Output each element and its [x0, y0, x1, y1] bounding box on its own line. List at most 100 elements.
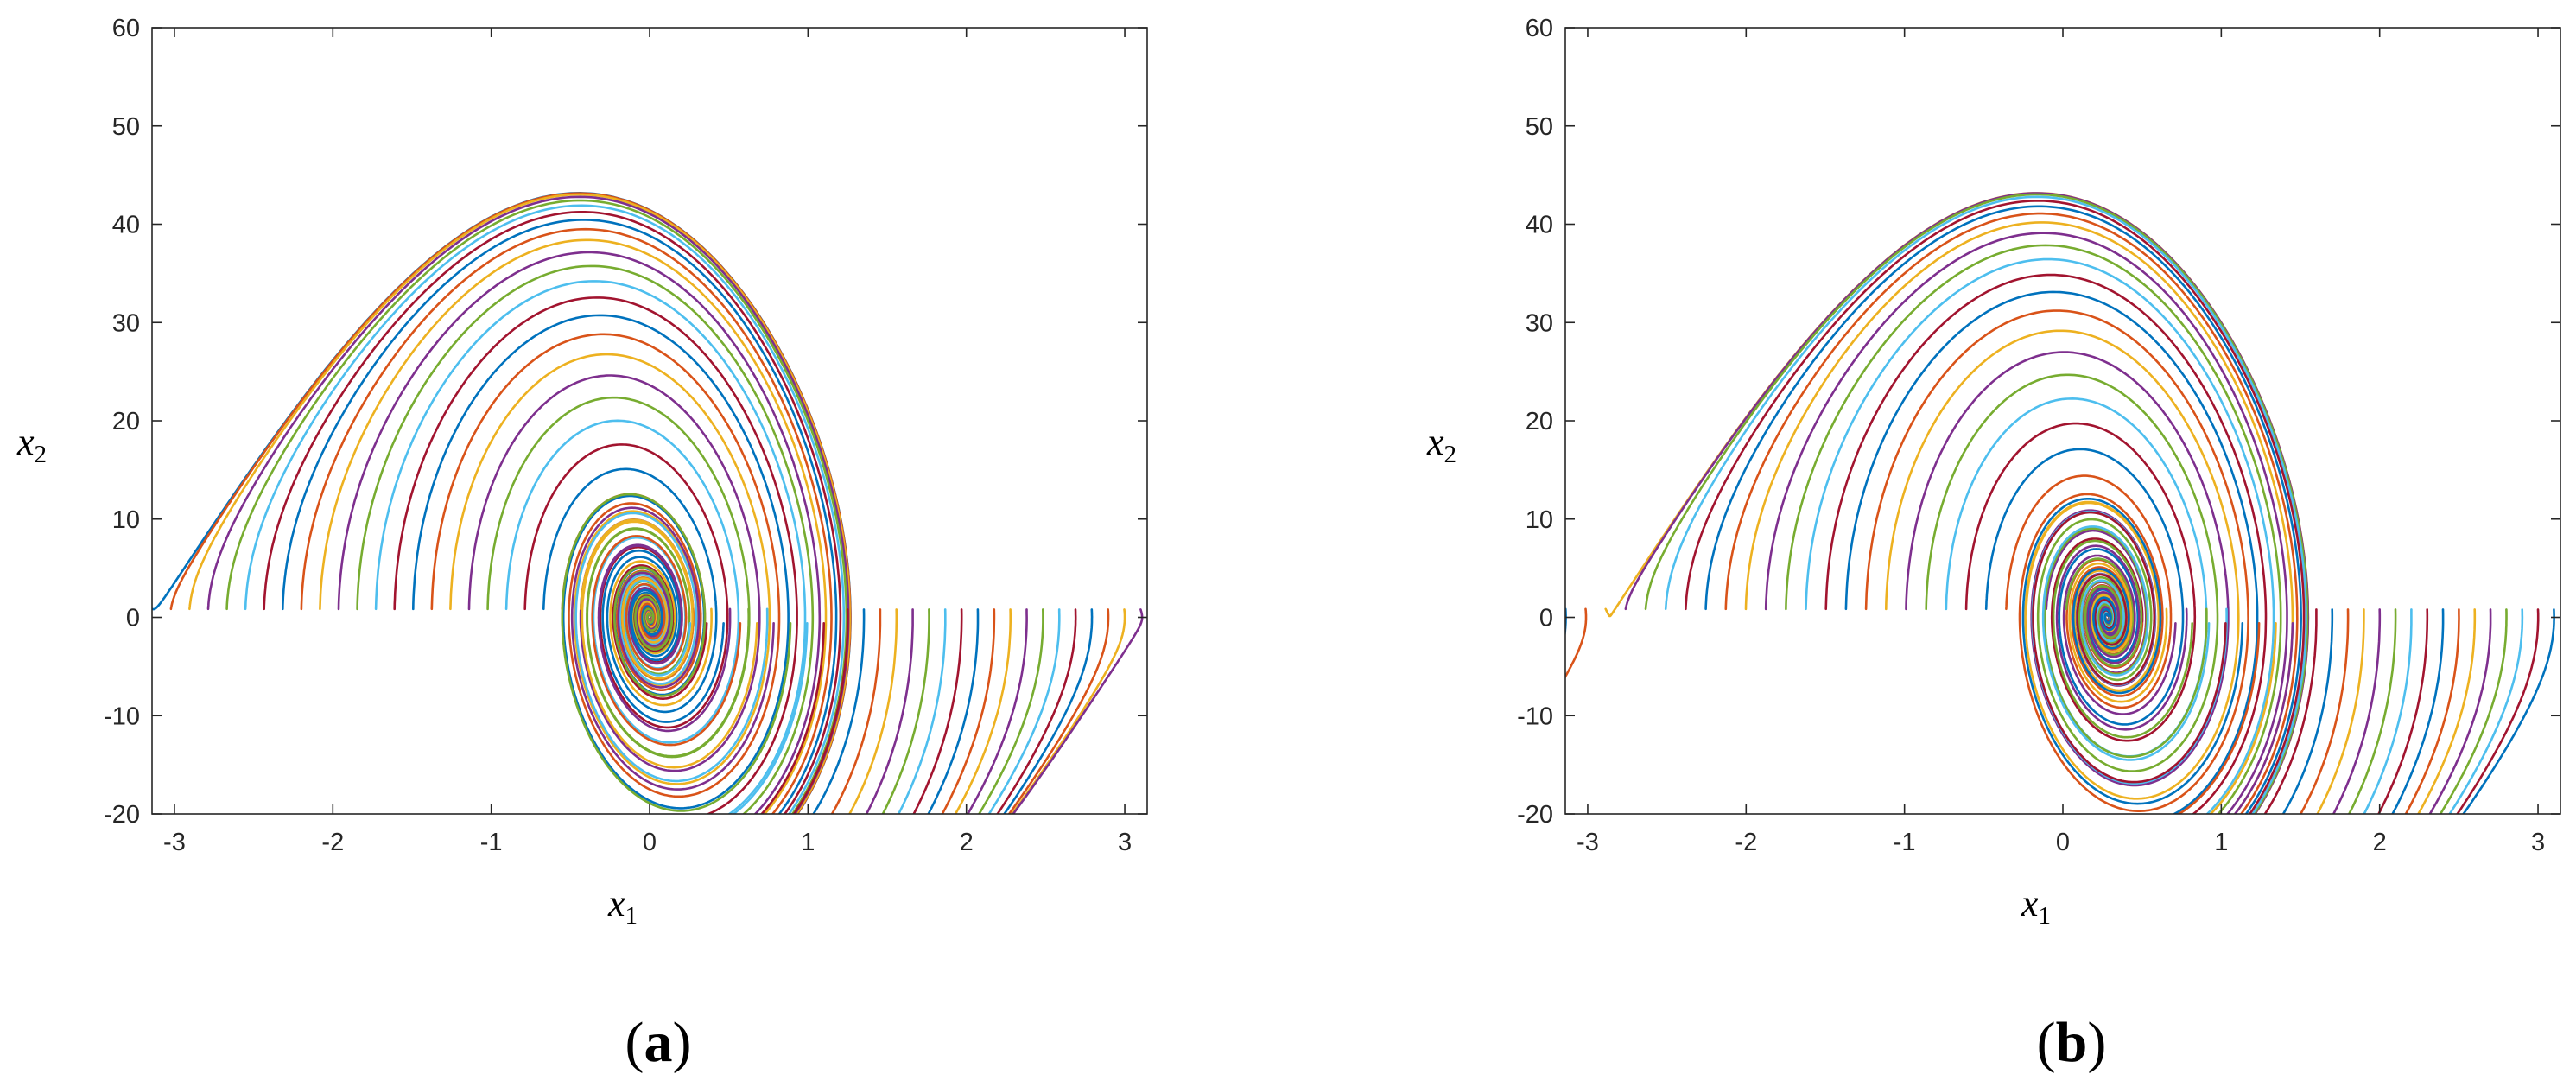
trajectory-right-b-11	[2428, 608, 2492, 814]
trajectory-right-a-13	[987, 608, 1061, 814]
trajectory-lower-b-7	[2177, 622, 2261, 814]
trajectory-b-11	[1785, 244, 2282, 814]
trajectory-b-12	[1805, 257, 2275, 814]
trajectory-a-8	[300, 227, 833, 814]
panel-label-b: (b)	[2037, 1011, 2107, 1074]
trajectory-a-6	[263, 211, 842, 814]
trajectory-right-a-2	[830, 608, 882, 814]
trajectory-right-a-15	[1003, 608, 1094, 814]
panel-label-a: (a)	[625, 1011, 692, 1074]
trajectory-right-a-16	[1007, 608, 1110, 814]
x-tick-label: 0	[2056, 829, 2070, 856]
trajectory-a-9	[319, 238, 828, 814]
trajectory-right-b-3	[2316, 608, 2365, 814]
x-tick-labels-b: -3 -2 -1 0 1 2 3	[1577, 829, 2545, 856]
x-tick-label: 1	[2214, 829, 2228, 856]
trajectory-a-4	[225, 199, 848, 814]
x-axis-label-a: x1	[607, 882, 638, 930]
trajectory-right-a-0	[792, 608, 849, 814]
trajectory-right-b-13	[2448, 608, 2524, 814]
x-tick-label: -1	[480, 829, 503, 856]
trajectory-right-b-14	[2456, 608, 2540, 814]
trajectory-right-b-15	[2462, 608, 2555, 814]
trajectory-layer-a	[152, 192, 1144, 814]
y-tick-label: 10	[112, 506, 140, 534]
trajectory-right-b-10	[2416, 608, 2477, 814]
trajectory-right-a-17	[1010, 608, 1126, 814]
y-tick-label: 60	[112, 15, 140, 42]
trajectory-right-a-12	[977, 608, 1044, 814]
trajectory-b-7	[1704, 205, 2302, 814]
y-tick-labels-a: -20 -10 0 10 20 30 40 50 60	[104, 15, 140, 829]
y-tick-label: 10	[1526, 506, 1553, 534]
y-tick-label: 0	[1539, 605, 1553, 632]
y-tick-label: -20	[104, 801, 140, 829]
trajectory-right-a-6	[897, 608, 947, 814]
trajectory-a-13	[393, 296, 798, 814]
trajectory-layer-b	[1565, 192, 2555, 814]
trajectory-lower-a-7	[561, 493, 792, 812]
trajectory-a-10	[337, 251, 822, 814]
x-tick-label: 2	[960, 829, 974, 856]
trajectory-b-13	[1824, 273, 2268, 814]
x-tick-label: 2	[2373, 829, 2387, 856]
y-tick-label: 60	[1526, 15, 1553, 42]
trajectory-right-a-8	[927, 608, 980, 814]
trajectory-right-b-0	[2263, 608, 2318, 814]
x-tick-label: -2	[321, 829, 344, 856]
trajectory-right-b-6	[2363, 608, 2413, 814]
y-tick-label: 0	[126, 605, 140, 632]
y-tick-label: 20	[112, 408, 140, 435]
x-axis-label-b: x1	[2021, 882, 2051, 930]
x-tick-label: 1	[801, 829, 815, 856]
trajectory-right-a-14	[996, 608, 1077, 814]
trajectory-lower-a-8	[732, 622, 809, 814]
trajectory-lower-a-9	[760, 622, 825, 814]
trajectory-right-b-8	[2391, 608, 2445, 814]
trajectory-lower-b-8	[2209, 622, 2277, 814]
trajectory-a-3	[206, 195, 850, 814]
x-tick-label: -1	[1894, 829, 1916, 856]
trajectory-b-1	[1565, 607, 1588, 679]
trajectory-right-a-3	[847, 608, 898, 814]
trajectory-right-a-5	[881, 608, 930, 814]
trajectory-b-5	[1664, 195, 2307, 814]
trajectory-lower-b-9	[2233, 622, 2294, 814]
trajectory-a-5	[244, 204, 846, 814]
ticks-a	[152, 27, 1147, 815]
trajectory-b-10	[1764, 232, 2288, 814]
y-axis-label-b: x2	[1426, 421, 1456, 468]
y-tick-labels-b: -20 -10 0 10 20 30 40 50 60	[1517, 15, 1553, 829]
trajectory-right-a-10	[954, 608, 1012, 814]
trajectory-right-a-1	[812, 608, 866, 814]
trajectory-a-2	[188, 193, 851, 814]
trajectory-right-b-12	[2439, 608, 2508, 814]
trajectory-right-b-4	[2332, 608, 2382, 814]
trajectory-right-a-11	[966, 608, 1028, 814]
y-tick-label: -10	[1517, 702, 1553, 730]
trajectory-right-b-9	[2404, 608, 2460, 814]
y-tick-label: 30	[112, 309, 140, 337]
trajectory-b-14	[1844, 290, 2259, 814]
trajectory-right-a-9	[941, 608, 996, 814]
trajectory-b-8	[1724, 212, 2299, 814]
trajectory-right-b-1	[2281, 608, 2334, 814]
trajectory-right-b-5	[2347, 608, 2397, 814]
trajectory-right-b-2	[2299, 608, 2350, 814]
x-tick-label: -2	[1735, 829, 1757, 856]
y-tick-label: 30	[1526, 309, 1553, 337]
y-tick-label: -10	[104, 702, 140, 730]
trajectory-b-6	[1685, 200, 2306, 814]
trajectory-b-4	[1644, 193, 2309, 814]
x-tick-label: -3	[1577, 829, 1599, 856]
y-tick-label: 20	[1526, 408, 1553, 435]
y-tick-label: 40	[1526, 212, 1553, 239]
y-axis-label-a: x2	[16, 421, 47, 468]
axes-frame-b	[1564, 27, 2561, 815]
x-tick-labels-a: -3 -2 -1 0 1 2 3	[163, 829, 1132, 856]
ticks-b	[1565, 27, 2560, 815]
trajectory-right-a-4	[865, 608, 914, 814]
